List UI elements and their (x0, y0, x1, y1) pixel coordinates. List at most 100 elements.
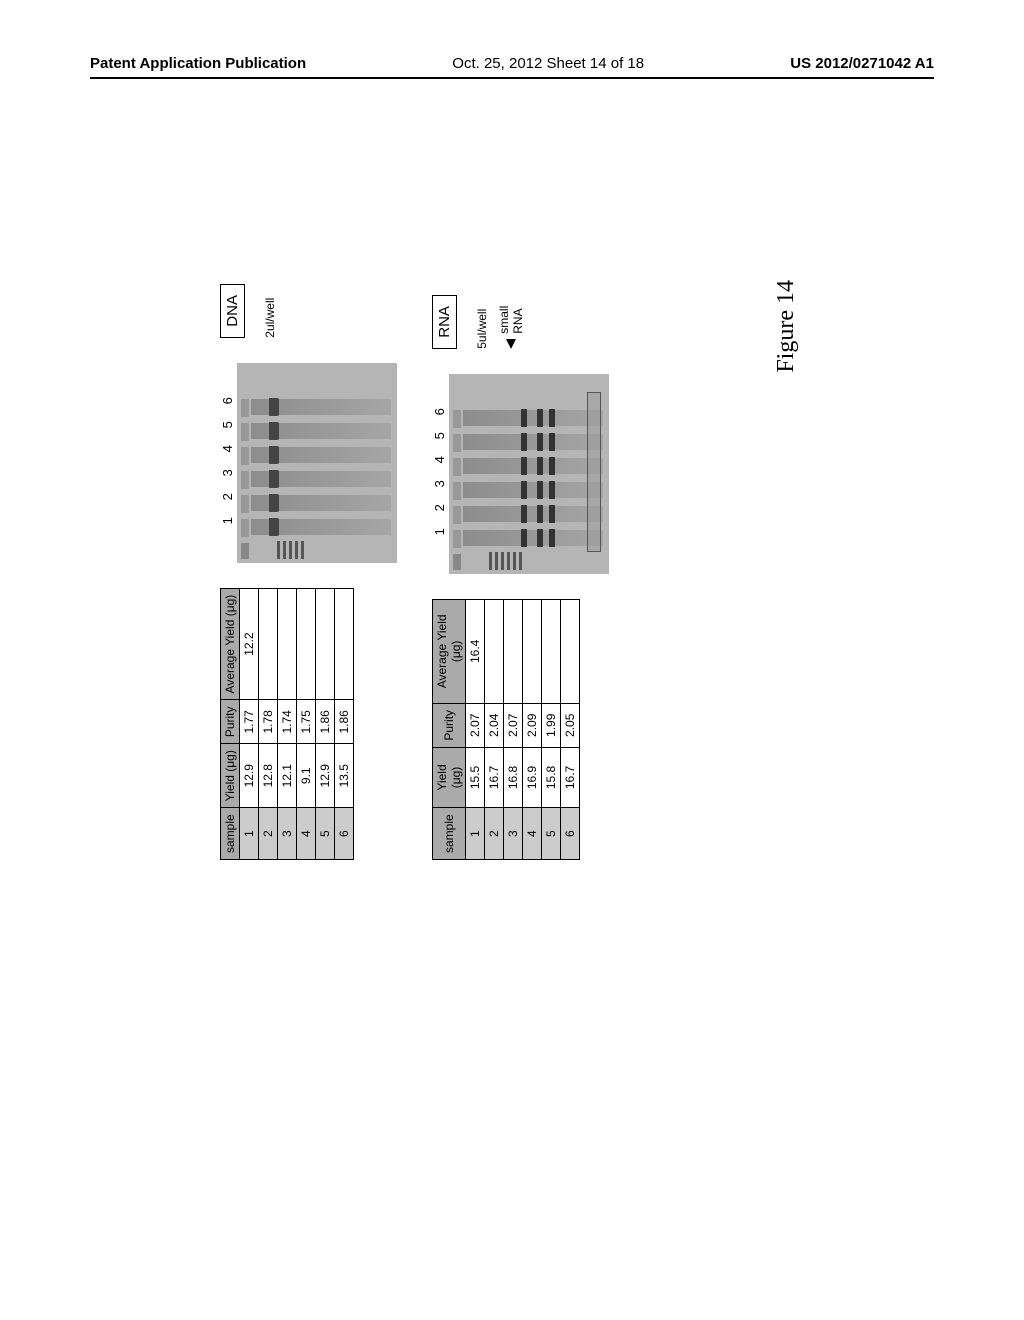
gel-lane-label: 6 (220, 389, 235, 413)
gel-band (521, 409, 527, 427)
table-cell: 13.5 (335, 744, 354, 808)
table-cell (259, 588, 278, 700)
header-center: Oct. 25, 2012 Sheet 14 of 18 (452, 55, 644, 72)
table-cell: 12.9 (316, 744, 335, 808)
ladder-bands-icon (277, 541, 307, 559)
table-row: 416.92.09 (523, 599, 542, 859)
table-row: 216.72.04 (485, 599, 504, 859)
gel-band (521, 457, 527, 475)
gel-band (537, 505, 543, 523)
table-cell: 6 (335, 808, 354, 860)
gel-band (549, 409, 555, 427)
table-cell: 15.5 (466, 747, 485, 808)
dna-gel-block: 123456 (220, 363, 397, 563)
page-header: Patent Application Publication Oct. 25, … (90, 55, 934, 79)
dna-label-box: DNA (220, 284, 245, 338)
rna-gel-image (449, 374, 609, 574)
table-cell: 1 (466, 808, 485, 860)
gel-lane (463, 434, 603, 450)
figure-caption: Figure 14 (773, 280, 800, 373)
dna-wells-icon (241, 399, 249, 537)
table-header: Yield (μg) (221, 744, 240, 808)
gel-lane-label: 3 (432, 472, 447, 496)
rna-annotations: RNA 5ul/well small RNA (432, 280, 525, 349)
gel-lane (463, 482, 603, 498)
gel-band (269, 398, 279, 416)
gel-lane-label: 4 (432, 448, 447, 472)
table-cell: 16.8 (504, 747, 523, 808)
table-cell: 4 (297, 808, 316, 860)
gel-lane-label: 1 (432, 520, 447, 544)
table-cell: 1.86 (316, 700, 335, 744)
table-cell: 1.75 (297, 700, 316, 744)
table-cell: 6 (561, 808, 580, 860)
gel-band (269, 494, 279, 512)
table-header: Yield (μg) (433, 747, 466, 808)
gel-band (537, 481, 543, 499)
gel-lane (463, 458, 603, 474)
table-cell (485, 599, 504, 703)
table-cell: 1.74 (278, 700, 297, 744)
table-row: 616.72.05 (561, 599, 580, 859)
table-cell (278, 588, 297, 700)
small-rna-label: small RNA (497, 280, 525, 334)
table-cell: 2 (259, 808, 278, 860)
gel-band (521, 433, 527, 451)
table-row: 515.81.99 (542, 599, 561, 859)
table-cell: 2.05 (561, 703, 580, 747)
gel-band (269, 518, 279, 536)
table-row: 613.51.86 (335, 588, 354, 859)
gel-band (521, 505, 527, 523)
gel-band (537, 529, 543, 547)
table-cell (316, 588, 335, 700)
table-row: 112.91.7712.2 (240, 588, 259, 859)
gel-lane-label: 5 (220, 413, 235, 437)
gel-band (269, 446, 279, 464)
gel-band (521, 529, 527, 547)
table-cell: 2 (485, 808, 504, 860)
rna-table: sampleYield (μg)PurityAverage Yield (μg)… (432, 599, 580, 860)
rna-label-box: RNA (432, 295, 457, 349)
table-cell: 2.09 (523, 703, 542, 747)
rna-loading-note: 5ul/well (475, 309, 489, 349)
gel-band (269, 422, 279, 440)
dna-gel-image (237, 363, 397, 563)
table-row: 49.11.75 (297, 588, 316, 859)
table-cell: 1.77 (240, 700, 259, 744)
table-cell (504, 599, 523, 703)
rna-gel-block: 123456 (432, 374, 609, 574)
table-cell: 1 (240, 808, 259, 860)
table-cell: 12.2 (240, 588, 259, 700)
gel-lane (463, 506, 603, 522)
header-right: US 2012/0271042 A1 (790, 55, 934, 72)
header-left: Patent Application Publication (90, 55, 306, 72)
gel-lane-label: 3 (220, 461, 235, 485)
dna-gel-labels: 123456 (220, 363, 235, 563)
table-header: Purity (221, 700, 240, 744)
table-cell: 12.1 (278, 744, 297, 808)
table-cell: 16.9 (523, 747, 542, 808)
gel-band (537, 457, 543, 475)
table-cell: 4 (523, 808, 542, 860)
table-cell: 12.8 (259, 744, 278, 808)
table-cell: 1.99 (542, 703, 561, 747)
table-cell (523, 599, 542, 703)
table-cell: 5 (316, 808, 335, 860)
table-cell: 9.1 (297, 744, 316, 808)
table-cell (297, 588, 316, 700)
table-header: Average Yield (μg) (221, 588, 240, 700)
table-cell: 1.78 (259, 700, 278, 744)
gel-lane (463, 410, 603, 426)
table-cell: 16.7 (485, 747, 504, 808)
ladder-bands-icon (489, 552, 525, 570)
table-row: 316.82.07 (504, 599, 523, 859)
dna-annotations: DNA 2ul/well (220, 284, 277, 338)
table-row: 212.81.78 (259, 588, 278, 859)
table-cell: 2.07 (504, 703, 523, 747)
table-cell: 3 (504, 808, 523, 860)
small-rna-region (587, 392, 601, 552)
gel-lane-label: 2 (432, 496, 447, 520)
dna-row: sampleYield (μg)PurityAverage Yield (μg)… (220, 280, 397, 860)
rna-row: sampleYield (μg)PurityAverage Yield (μg)… (432, 280, 609, 860)
table-cell (561, 599, 580, 703)
